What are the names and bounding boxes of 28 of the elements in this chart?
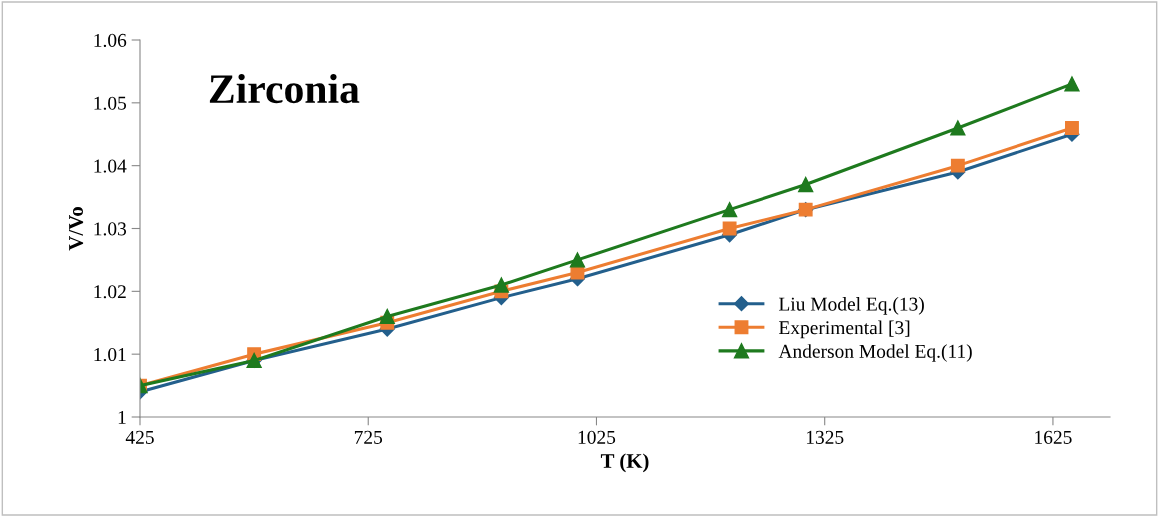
point xyxy=(950,158,965,173)
point xyxy=(950,120,966,136)
x-tick-label: 1325 xyxy=(806,430,844,444)
y-tick-label: 1.04 xyxy=(94,159,127,173)
legend-label: Liu Model Eq.(13) xyxy=(778,297,924,315)
y-tick-label: 1.05 xyxy=(94,96,127,110)
point xyxy=(721,202,738,218)
point xyxy=(722,221,737,236)
point xyxy=(569,252,586,268)
point xyxy=(493,277,510,293)
legend-label: Experimental [3] xyxy=(778,320,910,339)
x-tick-label: 1025 xyxy=(578,430,616,444)
text: Zirconia xyxy=(209,73,360,104)
x-tick-label: 425 xyxy=(125,430,154,444)
legend-label: Anderson Model Eq.(11) xyxy=(778,344,972,362)
point xyxy=(379,308,395,325)
y-tick-label: 1.06 xyxy=(94,33,127,48)
x-tick-label: 725 xyxy=(354,430,383,444)
y-tick-label: 1.03 xyxy=(94,222,127,236)
x-tick-label: 1625 xyxy=(1035,430,1072,444)
y-tick-label: 1.01 xyxy=(94,347,126,362)
y-axis-title: V/Vo xyxy=(69,207,84,251)
point xyxy=(1064,76,1080,92)
point xyxy=(1065,121,1079,135)
y-tick-label: 1 xyxy=(118,410,126,424)
y-tick-label: 1.02 xyxy=(94,285,126,299)
point xyxy=(798,176,814,193)
x-axis-title: T (K) xyxy=(600,453,649,473)
